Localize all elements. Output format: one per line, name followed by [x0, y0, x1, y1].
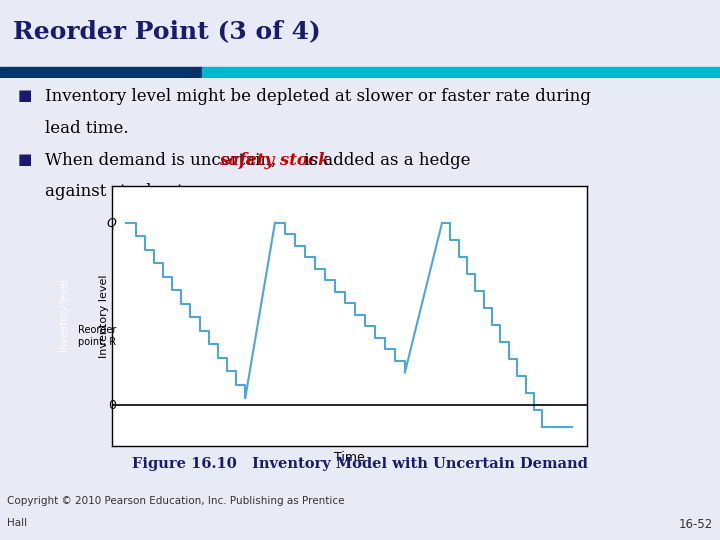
Text: Copyright © 2010 Pearson Education, Inc. Publishing as Prentice: Copyright © 2010 Pearson Education, Inc.… — [7, 496, 345, 507]
Y-axis label: Inventory level: Inventory level — [99, 274, 109, 357]
Text: lead time.: lead time. — [45, 120, 128, 137]
Bar — [202, 67, 720, 78]
Text: is added as a hedge: is added as a hedge — [299, 152, 471, 169]
Text: safety stock: safety stock — [219, 152, 329, 169]
Bar — [0, 67, 202, 78]
Text: Hall: Hall — [7, 518, 27, 528]
Text: Inventory level: Inventory level — [60, 279, 70, 353]
Text: ■: ■ — [18, 152, 32, 167]
Text: 0: 0 — [108, 399, 116, 412]
Text: Figure 16.10   Inventory Model with Uncertain Demand: Figure 16.10 Inventory Model with Uncert… — [132, 457, 588, 471]
Text: Reorder
point, R: Reorder point, R — [78, 325, 116, 347]
Text: Q: Q — [106, 217, 116, 230]
Text: When demand is uncertain,: When demand is uncertain, — [45, 152, 282, 169]
Text: ■: ■ — [18, 88, 32, 103]
Text: Reorder Point (3 of 4): Reorder Point (3 of 4) — [13, 19, 320, 43]
Text: against stockout.: against stockout. — [45, 183, 189, 200]
Text: 16-52: 16-52 — [678, 518, 713, 531]
Text: Inventory level might be depleted at slower or faster rate during: Inventory level might be depleted at slo… — [45, 88, 590, 105]
X-axis label: Time: Time — [334, 451, 364, 464]
